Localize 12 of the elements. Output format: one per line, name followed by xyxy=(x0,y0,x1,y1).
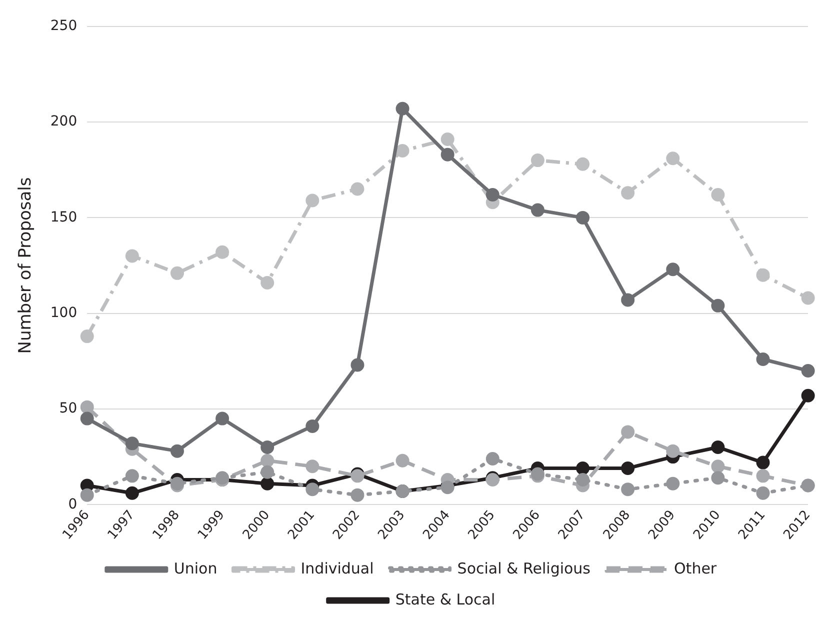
legend-label: Social & Religious xyxy=(457,559,591,578)
y-tick-label: 150 xyxy=(50,209,78,226)
legend-label: Other xyxy=(674,559,718,578)
y-tick-label: 200 xyxy=(50,114,78,130)
y-tick-label: 100 xyxy=(50,304,78,321)
y-tick-label: 50 xyxy=(59,400,78,417)
y-tick-label: 0 xyxy=(68,496,78,512)
legend-label: State & Local xyxy=(395,590,496,608)
y-tick-label: 250 xyxy=(50,18,78,34)
legend-label: Individual xyxy=(300,559,374,578)
legend-label: Union xyxy=(174,559,218,578)
y-axis-title: Number of Proposals xyxy=(16,177,36,354)
